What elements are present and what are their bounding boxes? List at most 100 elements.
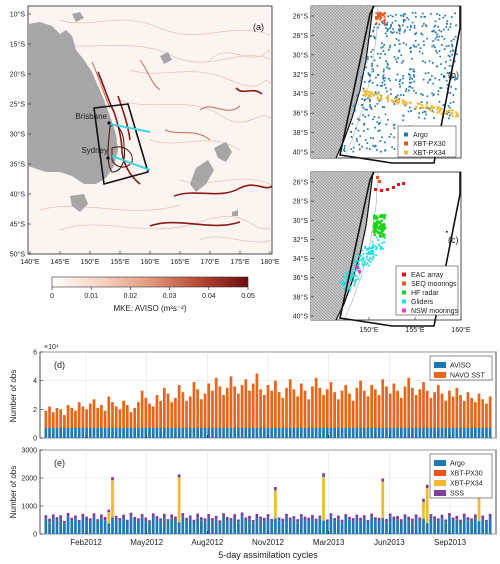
bar-argo	[433, 520, 436, 534]
glider-track-marker	[353, 284, 356, 287]
bar-argo	[418, 521, 422, 534]
argo-profile-marker	[402, 119, 404, 122]
bar-sss	[118, 518, 122, 522]
argo-profile-marker	[362, 114, 365, 116]
bar-argo	[96, 521, 100, 534]
bar-aviso	[329, 427, 333, 438]
bar-sss	[122, 514, 125, 519]
glider-track-marker	[369, 258, 371, 260]
xbt-px34-marker	[397, 100, 400, 103]
xbt-px34-marker	[440, 108, 443, 111]
bar-navo-sst	[473, 402, 477, 428]
bar-aviso	[248, 427, 251, 438]
legend-swatch	[402, 290, 406, 295]
argo-profile-marker	[432, 94, 435, 97]
glider-track-marker	[357, 264, 359, 267]
argo-profile-marker	[433, 117, 435, 119]
glider-track-marker	[368, 259, 370, 262]
ytick-label: 34°S	[293, 90, 309, 98]
xbt-px34-marker	[417, 102, 420, 105]
argo-profile-marker	[450, 16, 453, 18]
legend-box	[395, 265, 459, 316]
xbt-px34-marker	[391, 100, 394, 103]
glider-track-marker	[354, 256, 357, 259]
argo-profile-marker	[389, 44, 392, 47]
bar-sss	[200, 517, 203, 521]
argo-profile-marker	[362, 87, 365, 90]
bar-argo	[181, 516, 185, 534]
panel-b-content	[311, 6, 459, 158]
bar-sss	[451, 517, 455, 521]
legend-swatch	[404, 132, 408, 137]
bar-sss	[277, 517, 281, 521]
bar-aviso	[144, 427, 148, 438]
argo-profile-marker	[377, 26, 380, 29]
glider-track-marker	[355, 275, 358, 278]
xbt-px34-marker	[380, 98, 383, 101]
eac-array-marker	[386, 188, 389, 191]
argo-profile-marker	[442, 16, 445, 19]
argo-profile-marker	[421, 33, 424, 36]
bar-aviso	[251, 427, 255, 438]
xbt-px34-marker	[364, 92, 367, 95]
argo-profile-marker	[369, 104, 371, 106]
bar-sss	[355, 514, 359, 518]
bar-navo-sst	[388, 393, 392, 428]
bar-argo	[151, 516, 155, 534]
argo-profile-marker	[365, 147, 368, 150]
ytick-label: 26°S	[293, 179, 309, 187]
bar-argo	[296, 522, 299, 534]
panel-c-label: (c)	[448, 235, 459, 245]
bar-aviso	[244, 427, 248, 438]
bar-navo-sst	[107, 396, 111, 428]
argo-profile-marker	[404, 19, 406, 21]
glider-track-marker	[367, 251, 370, 253]
argo-profile-marker	[372, 137, 375, 140]
bar-argo	[333, 520, 336, 534]
bar-navo-sst	[299, 383, 303, 428]
argo-profile-marker	[388, 136, 391, 138]
argo-profile-marker	[385, 35, 388, 38]
bar-navo-sst	[403, 386, 407, 428]
panel-e-xlabel: 5-day assimilation cycles	[218, 550, 318, 560]
bar-aviso	[207, 427, 211, 438]
bar-aviso	[399, 427, 403, 438]
xbt-px30-marker	[377, 13, 380, 16]
hf-radar-marker	[383, 223, 386, 226]
bar-navo-sst	[114, 406, 118, 428]
argo-profile-marker	[387, 77, 390, 80]
bar-sss	[440, 514, 444, 519]
bar-navo-sst	[140, 390, 144, 428]
argo-profile-marker	[382, 68, 385, 71]
argo-profile-marker	[432, 40, 434, 42]
xbt-px34-marker	[422, 106, 425, 109]
xbt-px30-marker	[379, 11, 382, 14]
nsw-mooring-marker	[356, 266, 359, 269]
hf-radar-marker	[378, 221, 382, 224]
argo-profile-marker	[402, 94, 405, 96]
bar-argo	[411, 521, 414, 534]
argo-profile-marker	[451, 43, 453, 46]
bar-sss	[114, 515, 118, 520]
argo-profile-marker	[402, 19, 405, 21]
argo-profile-marker	[428, 60, 431, 63]
argo-profile-marker	[399, 78, 402, 81]
glider-track-marker	[376, 246, 378, 249]
argo-profile-marker	[407, 110, 410, 113]
argo-profile-marker	[420, 101, 423, 103]
hf-radar-marker	[381, 226, 384, 229]
panel-c-black-marker	[446, 231, 448, 233]
bar-navo-sst	[459, 395, 462, 428]
bar-sss	[129, 512, 133, 517]
argo-profile-marker	[384, 32, 387, 35]
argo-profile-marker	[381, 84, 384, 87]
bar-aviso	[333, 427, 336, 438]
xbt-px34-marker	[401, 102, 404, 105]
argo-profile-marker	[364, 81, 366, 83]
legend-label: XBT-PX34	[413, 150, 446, 157]
argo-profile-marker	[392, 31, 395, 33]
xbt-px34-marker	[385, 96, 388, 99]
ytick-label: 30°S	[293, 51, 309, 59]
glider-track-marker	[347, 287, 350, 290]
glider-track-marker	[382, 247, 385, 250]
